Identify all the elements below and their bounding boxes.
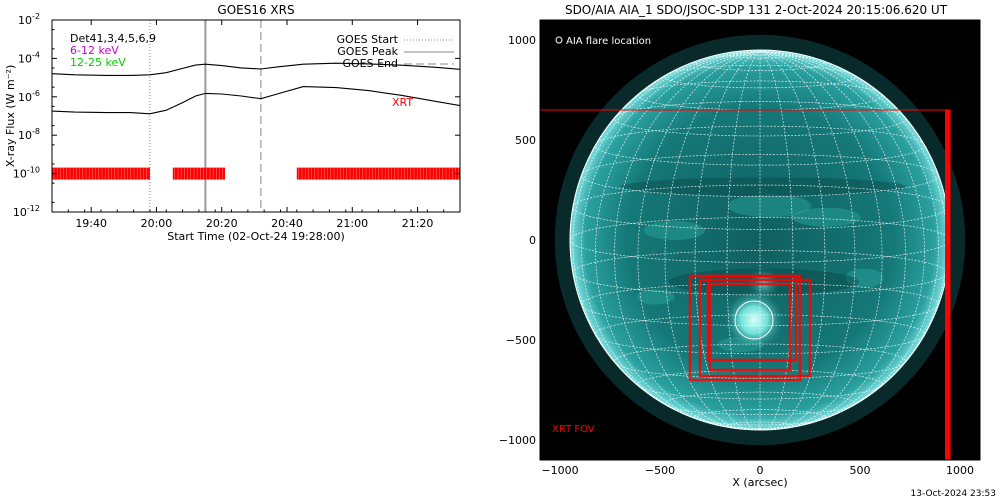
grid-longitude-line (726, 51, 761, 431)
goes-x-tick-label: 21:00 (336, 217, 368, 230)
legend-goes-peak: GOES Peak (337, 45, 398, 58)
goes-y-tick-exponent: -4 (32, 50, 40, 59)
goes-axes-frame (51, 19, 461, 213)
aia-title: SDO/AIA AIA_1 SDO/JSOC-SDP 131 2-Oct-202… (565, 3, 948, 17)
legend-goes-start: GOES Start (337, 33, 399, 46)
xrt-fov-box (708, 282, 792, 372)
xrt-fov-box (698, 278, 812, 378)
aia-y-tick-label: 500 (515, 134, 536, 147)
goes-y-tick-exponent: -10 (27, 166, 40, 175)
aia-panel: SDO/AIA AIA_1 SDO/JSOC-SDP 131 2-Oct-202… (499, 3, 981, 489)
xrt-fov-box (706, 274, 798, 362)
aia-x-ticks: −1000 −500 0 500 1000 (541, 454, 974, 477)
grid-longitude-line (637, 50, 761, 430)
goes-series-0 (52, 62, 460, 76)
grid-latitude-line (694, 54, 826, 71)
xrt-coverage-bars (52, 167, 460, 180)
goes-x-tick-label: 20:00 (141, 217, 173, 230)
xrt-fov-boxes (540, 109, 951, 460)
aia-x-tick-label: 1000 (946, 464, 974, 477)
goes-x-tick-label: 19:40 (75, 217, 107, 230)
aia-x-tick-label: 0 (757, 464, 764, 477)
grid-longitude-line (759, 50, 883, 430)
goes-y-tick-label: 10-2 (18, 12, 40, 27)
goes-y-tick-exponent: -6 (32, 89, 40, 98)
sun-disk (570, 50, 950, 430)
grid-longitude-line (614, 50, 761, 430)
grid-longitude-line (759, 50, 939, 430)
sun-dark-band-upper (621, 177, 907, 197)
goes-y-tick-label: 10-12 (13, 204, 40, 219)
aia-image-area (540, 20, 980, 460)
goes-x-ticks: 19:40 20:00 20:20 20:40 21:00 21:20 (67, 20, 445, 230)
goes-plot-area (52, 20, 460, 212)
grid-longitude-line (581, 50, 761, 430)
grid-latitude-line (694, 409, 826, 426)
aia-y-tick-label: 0 (529, 234, 536, 247)
goes-y-tick-exponent: -12 (27, 204, 40, 213)
legend-channel-12-25kev: 12-25 keV (70, 56, 126, 69)
aia-y-tick-label: −1000 (499, 434, 536, 447)
xrt-fov-edge-strip (945, 110, 950, 460)
legend-channel-det: Det41,3,4,5,6,9 (70, 32, 156, 45)
goes-y-tick-label: 10-4 (18, 50, 40, 65)
flare-glow (723, 289, 785, 351)
aia-y-tick-label: 1000 (508, 34, 536, 47)
goes-y-axis-label: X-ray Flux (W m⁻²) (4, 65, 17, 167)
grid-longitude-line (595, 50, 761, 430)
goes-y-tick-exponent: -8 (32, 127, 40, 136)
legend-channel-6-12kev: 6-12 keV (70, 44, 119, 57)
sun-bright-region (727, 194, 812, 218)
goes-title: GOES16 XRS (217, 3, 294, 17)
aia-x-tick-label: −500 (645, 464, 675, 477)
aia-y-tick-label: −500 (506, 334, 536, 347)
goes-panel: GOES16 XRS 19:40 20:00 20:20 20:40 21:00 21:2… (4, 3, 461, 243)
legend-goes-end: GOES End (342, 57, 398, 70)
grid-longitude-line (759, 50, 948, 430)
goes-x-tick-label: 20:20 (206, 217, 238, 230)
grid-longitude-line (759, 51, 794, 431)
xrt-fov-label: XRT FOV (552, 424, 595, 435)
grid-longitude-line (759, 50, 951, 430)
goes-x-axis-label: Start Time (02-Oct-24 19:28:00) (167, 230, 345, 243)
flare-legend-label: AIA flare location (566, 36, 651, 47)
sun-bright-region (792, 207, 861, 227)
goes-x-tick-label: 20:40 (271, 217, 303, 230)
aia-x-axis-label: X (arcsec) (732, 476, 787, 489)
xrt-coverage-bar (296, 167, 460, 180)
xrt-coverage-bar (172, 167, 225, 180)
grid-longitude-line (759, 50, 906, 430)
aia-x-tick-label: 500 (850, 464, 871, 477)
goes-y-tick-label: 10-8 (18, 127, 40, 142)
sun-bright-region (636, 289, 675, 305)
footer-timestamp: 13-Oct-2024 23:53 (911, 489, 996, 499)
grid-longitude-line (759, 50, 826, 431)
aia-y-ticks: 1000 500 0 −500 −1000 (499, 34, 546, 447)
grid-longitude-line (572, 50, 761, 430)
flare-legend-icon (555, 36, 563, 44)
goes-x-tick-label: 21:20 (402, 217, 434, 230)
aia-x-tick-label: −1000 (541, 464, 578, 477)
goes-series (52, 62, 460, 115)
goes-y-tick-exponent: -2 (32, 12, 40, 21)
goes-y-tick-label: 10-6 (18, 89, 40, 104)
grid-latitude-line (637, 369, 883, 400)
grid-longitude-line (759, 50, 925, 430)
grid-longitude-line (694, 50, 761, 431)
aia-flare-location-marker (734, 300, 774, 340)
goes-series-1 (52, 86, 460, 115)
goes-vlines (149, 20, 262, 212)
xrt-label: XRT (392, 96, 413, 109)
